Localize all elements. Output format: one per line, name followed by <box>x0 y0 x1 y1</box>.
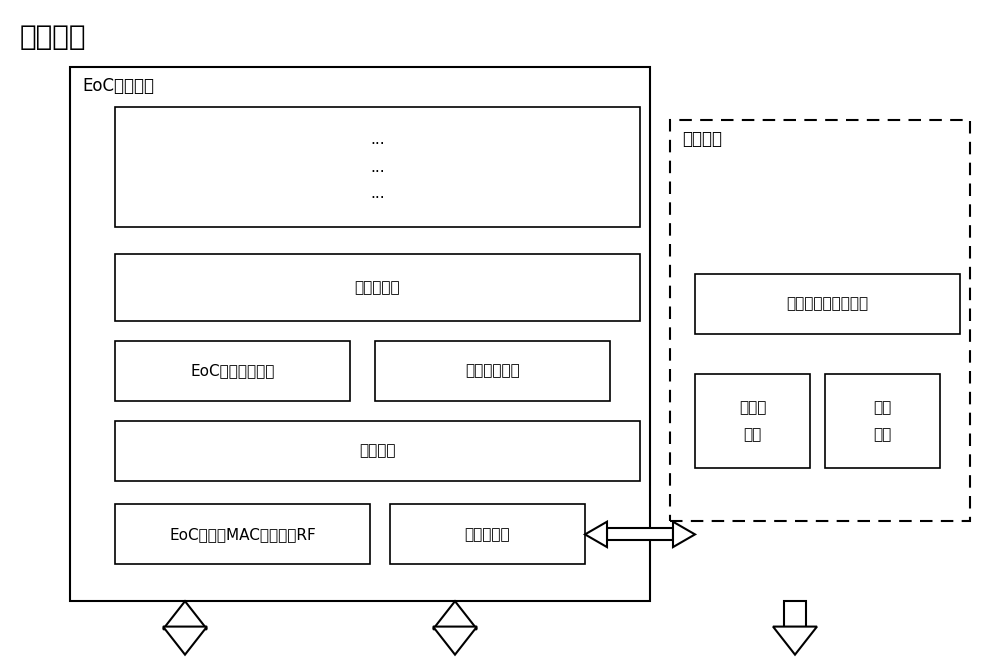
Text: EoC头端设备: EoC头端设备 <box>82 77 154 95</box>
Text: 调制设备: 调制设备 <box>682 130 722 148</box>
Bar <box>695 374 810 468</box>
Bar <box>375 341 610 401</box>
Bar <box>607 528 673 540</box>
Text: EoC头端驱动装置: EoC头端驱动装置 <box>190 363 275 378</box>
Text: 微控制器: 微控制器 <box>359 444 396 458</box>
Text: 以太网
网卡: 以太网 网卡 <box>739 400 766 442</box>
Bar <box>784 601 806 627</box>
Text: 以太网网卡: 以太网网卡 <box>465 527 510 542</box>
Bar <box>115 254 640 321</box>
Text: EoC头端的MAC、基带和RF: EoC头端的MAC、基带和RF <box>169 527 316 542</box>
Bar <box>174 627 196 629</box>
Bar <box>695 274 960 334</box>
Bar <box>70 67 650 601</box>
Bar <box>670 120 970 521</box>
Bar <box>444 627 466 629</box>
Text: ...
...
...: ... ... ... <box>370 132 385 202</box>
Text: 网络协议栈: 网络协议栈 <box>355 280 400 295</box>
Text: 头端设备: 头端设备 <box>20 23 87 51</box>
Polygon shape <box>773 627 817 655</box>
Polygon shape <box>585 522 607 547</box>
Text: 驱动装置和主控程序: 驱动装置和主控程序 <box>786 297 869 311</box>
Bar <box>115 107 640 227</box>
Bar <box>115 421 640 481</box>
Bar <box>825 374 940 468</box>
Polygon shape <box>163 627 207 655</box>
Bar <box>390 504 585 564</box>
Bar <box>115 504 370 564</box>
Polygon shape <box>433 601 477 629</box>
Polygon shape <box>673 522 695 547</box>
Text: 以太网卡驱动: 以太网卡驱动 <box>465 363 520 378</box>
Bar <box>115 341 350 401</box>
Polygon shape <box>433 627 477 655</box>
Text: 调制
模块: 调制 模块 <box>873 400 892 442</box>
Polygon shape <box>163 601 207 629</box>
